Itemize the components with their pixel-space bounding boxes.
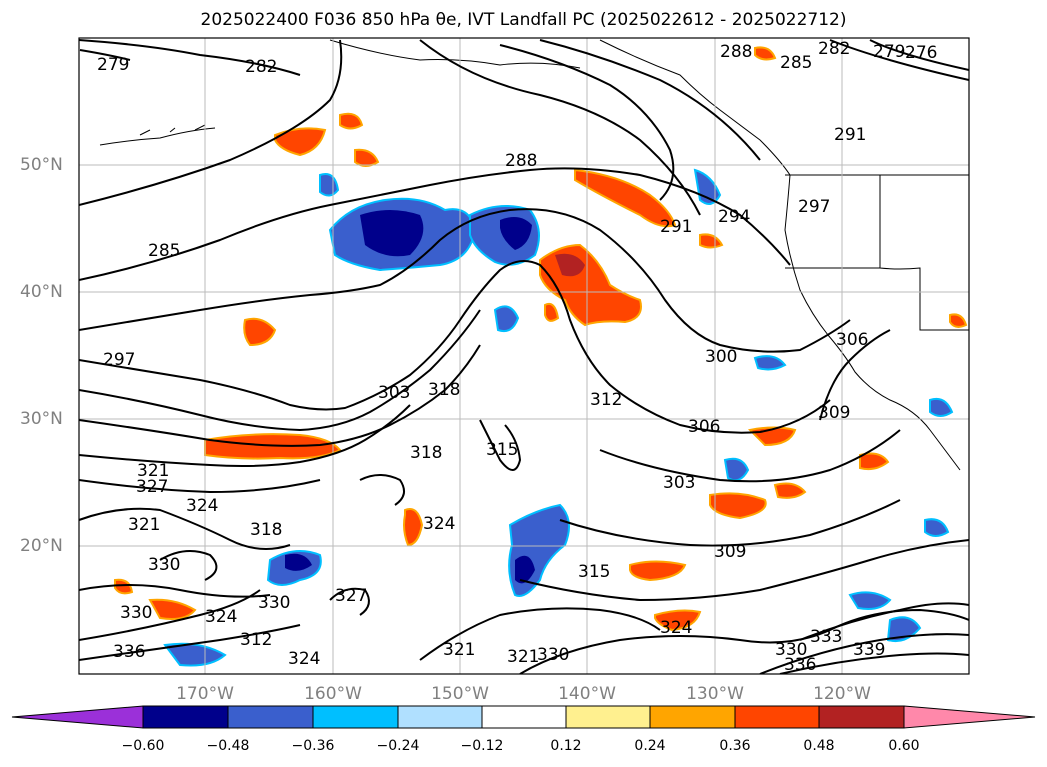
contour-label: 336 [784, 655, 816, 675]
colorbar-bin [481, 705, 567, 729]
colorbar-bin [565, 705, 651, 729]
contour-label: 303 [663, 473, 695, 493]
contour-label: 282 [818, 39, 850, 59]
colorbar-bin [818, 705, 905, 729]
contour-label: 312 [240, 630, 272, 650]
theta-e-contours [79, 39, 969, 674]
contour-label: 324 [423, 514, 455, 534]
lon-label: 140°W [558, 684, 616, 704]
contour-label: 321 [443, 640, 475, 660]
contour-label: 297 [103, 350, 135, 370]
contour-label: 303 [378, 383, 410, 403]
colorbar-bin [649, 705, 736, 729]
contour-label: 288 [720, 42, 752, 62]
lat-label: 20°N [20, 536, 63, 556]
contour-label: 279 [873, 42, 905, 62]
contour-label: 330 [148, 555, 180, 575]
colorbar-bin [142, 705, 229, 729]
colorbar-tick-label: −0.24 [376, 738, 420, 754]
lat-label: 50°N [20, 155, 63, 175]
lon-label: 160°W [304, 684, 362, 704]
lon-label: 130°W [686, 684, 744, 704]
lat-label: 30°N [20, 409, 63, 429]
contour-label: 321 [128, 515, 160, 535]
contour-label: 309 [818, 403, 850, 423]
colorbar-extend-low [11, 705, 144, 729]
contour-label: 300 [705, 347, 737, 367]
contour-label: 333 [810, 627, 842, 647]
contour-label: 291 [660, 217, 692, 237]
contour-label: 318 [250, 520, 282, 540]
colorbar-tick-label: −0.60 [121, 738, 165, 754]
contour-label: 285 [780, 53, 812, 73]
contour-label: 282 [245, 57, 277, 77]
contour-label: 321 [137, 461, 169, 481]
contour-label: 336 [113, 642, 145, 662]
contour-label: 285 [148, 241, 180, 261]
lon-label: 150°W [431, 684, 489, 704]
contour-label: 327 [335, 586, 367, 606]
contour-label: 324 [660, 618, 692, 638]
contour-label: 291 [834, 125, 866, 145]
contour-label: 330 [258, 593, 290, 613]
contour-label: 306 [836, 330, 868, 350]
colorbar-tick-label: −0.36 [291, 738, 335, 754]
colorbar-bin [312, 705, 399, 729]
coastlines [99, 39, 969, 471]
lon-label: 120°W [813, 684, 871, 704]
contour-label: 318 [410, 443, 442, 463]
contour-label: 288 [505, 151, 537, 171]
colorbar-extend-high [903, 705, 1036, 729]
contour-label: 309 [714, 542, 746, 562]
contour-label: 297 [798, 197, 830, 217]
contour-label: 327 [136, 477, 168, 497]
colorbar-tick-label: 0.60 [888, 738, 920, 754]
colorbar-bin [734, 705, 820, 729]
contour-label: 324 [186, 496, 218, 516]
map-title: 2025022400 F036 850 hPa θe, IVT Landfall… [200, 10, 847, 30]
contour-label: 306 [688, 417, 720, 437]
colorbar-tick-label: −0.12 [460, 738, 504, 754]
contour-label: 279 [97, 55, 129, 75]
contour-label: 312 [590, 390, 622, 410]
contour-label: 321 [507, 647, 539, 667]
colorbar-tick-label: −0.48 [206, 738, 250, 754]
colorbar-bin [397, 705, 483, 729]
lat-label: 40°N [20, 282, 63, 302]
plot-frame [78, 37, 970, 675]
contour-labels: 279 282 288 285 282 279 276 291 288 285 … [97, 39, 937, 675]
positive-anomaly-shading [114, 46, 968, 632]
contour-label: 330 [120, 603, 152, 623]
colorbar-bin [227, 705, 314, 729]
contour-label: 324 [288, 649, 320, 669]
contour-label: 294 [718, 207, 750, 227]
contour-label: 330 [537, 645, 569, 665]
colorbar-tick-label: 0.48 [803, 738, 835, 754]
contour-label: 276 [905, 43, 937, 63]
colorbar-tick-label: 0.36 [719, 738, 751, 754]
colorbar [11, 705, 1036, 729]
contour-label: 315 [486, 440, 518, 460]
contour-label: 339 [853, 640, 885, 660]
lon-label: 170°W [176, 684, 234, 704]
contour-label: 318 [428, 380, 460, 400]
colorbar-tick-label: 0.24 [634, 738, 666, 754]
colorbar-tick-label: 0.12 [550, 738, 582, 754]
contour-label: 315 [578, 562, 610, 582]
contour-label: 324 [205, 607, 237, 627]
contour-label: 330 [775, 640, 807, 660]
